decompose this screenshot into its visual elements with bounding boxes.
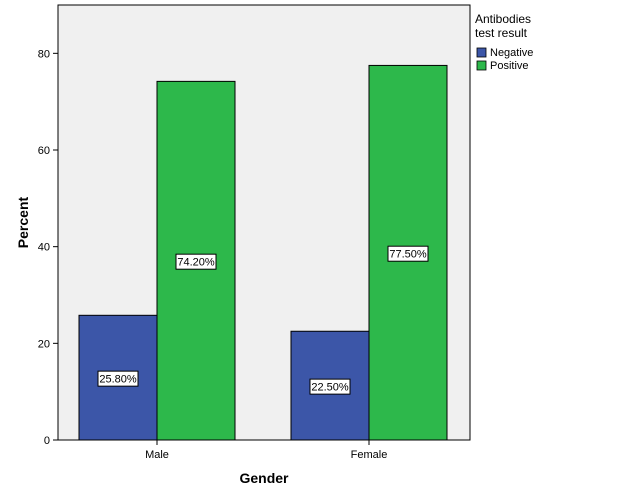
legend-label-negative: Negative [490,47,533,59]
x-axis-title: Gender [239,470,289,486]
y-axis-title: Percent [15,196,31,248]
data-label: 22.50% [311,382,349,394]
y-tick-label: 80 [38,48,50,60]
bars [78,64,448,441]
data-label: 74.20% [177,257,215,269]
data-label-box [97,370,139,387]
y-tick-label: 40 [38,242,50,254]
x-tick-label: Male [145,449,169,461]
y-tick-label: 60 [38,145,50,157]
data-label-box [175,253,217,270]
y-tick-label: 0 [44,435,50,447]
data-label-box [309,378,351,395]
y-axis: 0 20 40 60 80 [38,48,58,447]
legend-title-line-2: test result [475,26,528,40]
legend-title-line-1: Antibodies [475,12,531,26]
legend: Antibodies test result Negative Positive [475,12,533,72]
x-axis: Male Female [145,440,387,461]
data-label-box [387,245,429,262]
data-label: 77.50% [389,249,427,261]
legend-label-positive: Positive [490,60,529,72]
y-tick-label: 20 [38,338,50,350]
data-labels: 25.80% 74.20% 22.50% 77.50% [97,245,429,395]
x-tick-label: Female [351,449,388,461]
data-label: 25.80% [99,374,137,386]
legend-swatch-negative [476,47,487,58]
legend-swatch-positive [476,60,487,71]
